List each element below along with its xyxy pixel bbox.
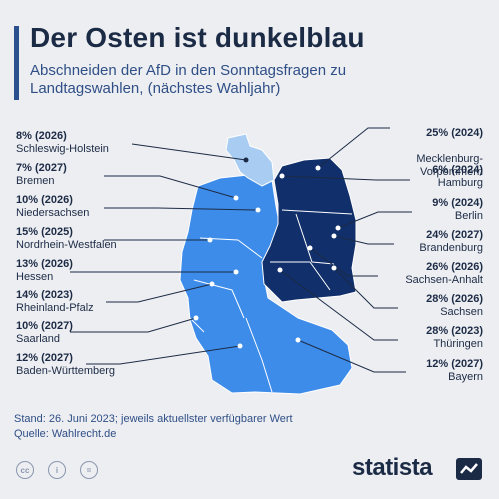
label-name: Rheinland-Pfalz xyxy=(16,302,94,314)
label-name: Sachsen xyxy=(440,306,483,318)
map-border-line xyxy=(295,213,335,265)
state-point-mecklenburg-vorpommern xyxy=(315,165,321,171)
statista-logo-text[interactable]: statista xyxy=(352,454,433,481)
state-point-schleswig-holstein xyxy=(243,157,249,163)
footer-notes: Stand: 26. Juni 2023; jeweils aktuellste… xyxy=(14,412,434,442)
label-value: 10% (2026) xyxy=(16,194,73,206)
state-point-berlin xyxy=(335,225,341,231)
state-point-brandenburg xyxy=(331,233,337,239)
label-value: 24% (2027) xyxy=(426,229,483,241)
page-subtitle: Abschneiden der AfD in den Sonntagsfrage… xyxy=(30,62,347,97)
label-value: 12% (2027) xyxy=(16,352,73,364)
label-name: Berlin xyxy=(454,210,483,222)
label-value: 8% (2026) xyxy=(16,130,67,142)
label-value: 26% (2026) xyxy=(426,261,483,273)
map-border-line xyxy=(270,261,331,291)
map-region-east xyxy=(261,157,357,303)
cc-icon[interactable]: cc xyxy=(16,461,34,479)
label-name: Bremen xyxy=(16,175,55,187)
leader-line xyxy=(86,345,241,365)
state-point-sachsen-anhalt xyxy=(307,245,313,251)
state-point-saarland xyxy=(193,315,199,321)
state-point-hessen xyxy=(233,269,239,275)
label-value: 28% (2026) xyxy=(426,293,483,305)
label-saarland: 10% (2027) Saarland xyxy=(16,320,73,346)
leader-line xyxy=(106,283,213,303)
label-niedersachsen: 10% (2026) Niedersachsen xyxy=(16,194,89,220)
page-title: Der Osten ist dunkelblau xyxy=(30,22,365,53)
label-name: Baden-Württemberg xyxy=(16,365,116,377)
label-name: Brandenburg xyxy=(419,242,483,254)
label-hamburg: 6% (2024) Hamburg xyxy=(432,164,483,190)
label-name: Bayern xyxy=(448,371,483,383)
label-name: Mecklenburg- Vorpommern xyxy=(416,153,483,178)
label-value: 28% (2023) xyxy=(426,325,483,337)
label-bremen: 7% (2027) Bremen xyxy=(16,162,67,188)
map-border-line xyxy=(245,317,273,393)
label-nordrhein-westfalen: 15% (2025) Nordrhein-Westfalen xyxy=(16,226,117,252)
label-name: Hamburg xyxy=(437,177,483,189)
label-baden-wuerttemberg: 12% (2027) Baden-Württemberg xyxy=(16,352,115,378)
label-name: Hessen xyxy=(16,271,54,283)
label-value: 7% (2027) xyxy=(16,162,67,174)
label-value: 14% (2023) xyxy=(16,289,73,301)
leader-line xyxy=(131,143,247,161)
state-point-sachsen xyxy=(331,265,337,271)
label-name: Niedersachsen xyxy=(16,207,90,219)
label-name: Saarland xyxy=(16,333,61,345)
footer-source: Quelle: Wahlrecht.de xyxy=(14,428,117,440)
label-value: 13% (2026) xyxy=(16,258,73,270)
label-thueringen: 28% (2023) Thüringen xyxy=(426,325,483,351)
label-name: Sachsen-Anhalt xyxy=(405,274,483,286)
leader-line xyxy=(309,247,378,277)
state-point-bayern xyxy=(295,337,301,343)
state-point-bremen xyxy=(233,195,239,201)
map-border-line xyxy=(189,317,205,333)
footer-stand: Stand: 26. Juni 2023; jeweils aktuellste… xyxy=(14,413,293,425)
label-sachsen-anhalt: 26% (2026) Sachsen-Anhalt xyxy=(405,261,483,287)
leader-line xyxy=(337,211,412,229)
state-point-rheinland-pfalz xyxy=(209,281,215,287)
map-border-line xyxy=(199,237,263,259)
map-border-line xyxy=(281,209,353,215)
label-schleswig-holstein: 8% (2026) Schleswig-Holstein xyxy=(16,130,109,156)
label-bayern: 12% (2027) Bayern xyxy=(426,358,483,384)
label-name: Thüringen xyxy=(433,338,483,350)
state-point-nordrhein-westfalen xyxy=(207,237,213,243)
state-point-thueringen xyxy=(277,267,283,273)
leader-line xyxy=(333,267,398,309)
state-point-baden-wuerttemberg xyxy=(237,343,243,349)
leader-line xyxy=(104,207,259,211)
title-accent-bar xyxy=(14,26,19,100)
label-value: 9% (2024) xyxy=(432,197,483,209)
leader-line xyxy=(333,235,394,245)
leader-line xyxy=(317,127,390,169)
label-mecklenburg-vorpommern: 25% (2024) Mecklenburg- Vorpommern xyxy=(416,114,483,192)
label-name: Nordrhein-Westfalen xyxy=(16,239,117,251)
label-sachsen: 28% (2026) Sachsen xyxy=(426,293,483,319)
leader-line xyxy=(70,317,197,333)
label-value: 12% (2027) xyxy=(426,358,483,370)
map-border-line xyxy=(193,279,245,319)
by-icon[interactable]: i xyxy=(48,461,66,479)
leader-line xyxy=(279,269,398,341)
leader-line xyxy=(281,175,410,181)
label-value: 15% (2025) xyxy=(16,226,73,238)
label-value: 6% (2024) xyxy=(432,164,483,176)
label-hessen: 13% (2026) Hessen xyxy=(16,258,73,284)
label-brandenburg: 24% (2027) Brandenburg xyxy=(419,229,483,255)
leader-line xyxy=(104,175,237,199)
label-value: 10% (2027) xyxy=(16,320,73,332)
nd-icon[interactable]: = xyxy=(80,461,98,479)
state-point-hamburg xyxy=(279,173,285,179)
label-name: Schleswig-Holstein xyxy=(16,143,109,155)
label-rheinland-pfalz: 14% (2023) Rheinland-Pfalz xyxy=(16,289,94,315)
map-region-west xyxy=(179,174,353,395)
state-point-niedersachsen xyxy=(255,207,261,213)
label-value: 25% (2024) xyxy=(426,127,483,139)
statista-logo-icon[interactable] xyxy=(456,458,482,480)
label-berlin: 9% (2024) Berlin xyxy=(432,197,483,223)
leader-line xyxy=(297,339,406,373)
